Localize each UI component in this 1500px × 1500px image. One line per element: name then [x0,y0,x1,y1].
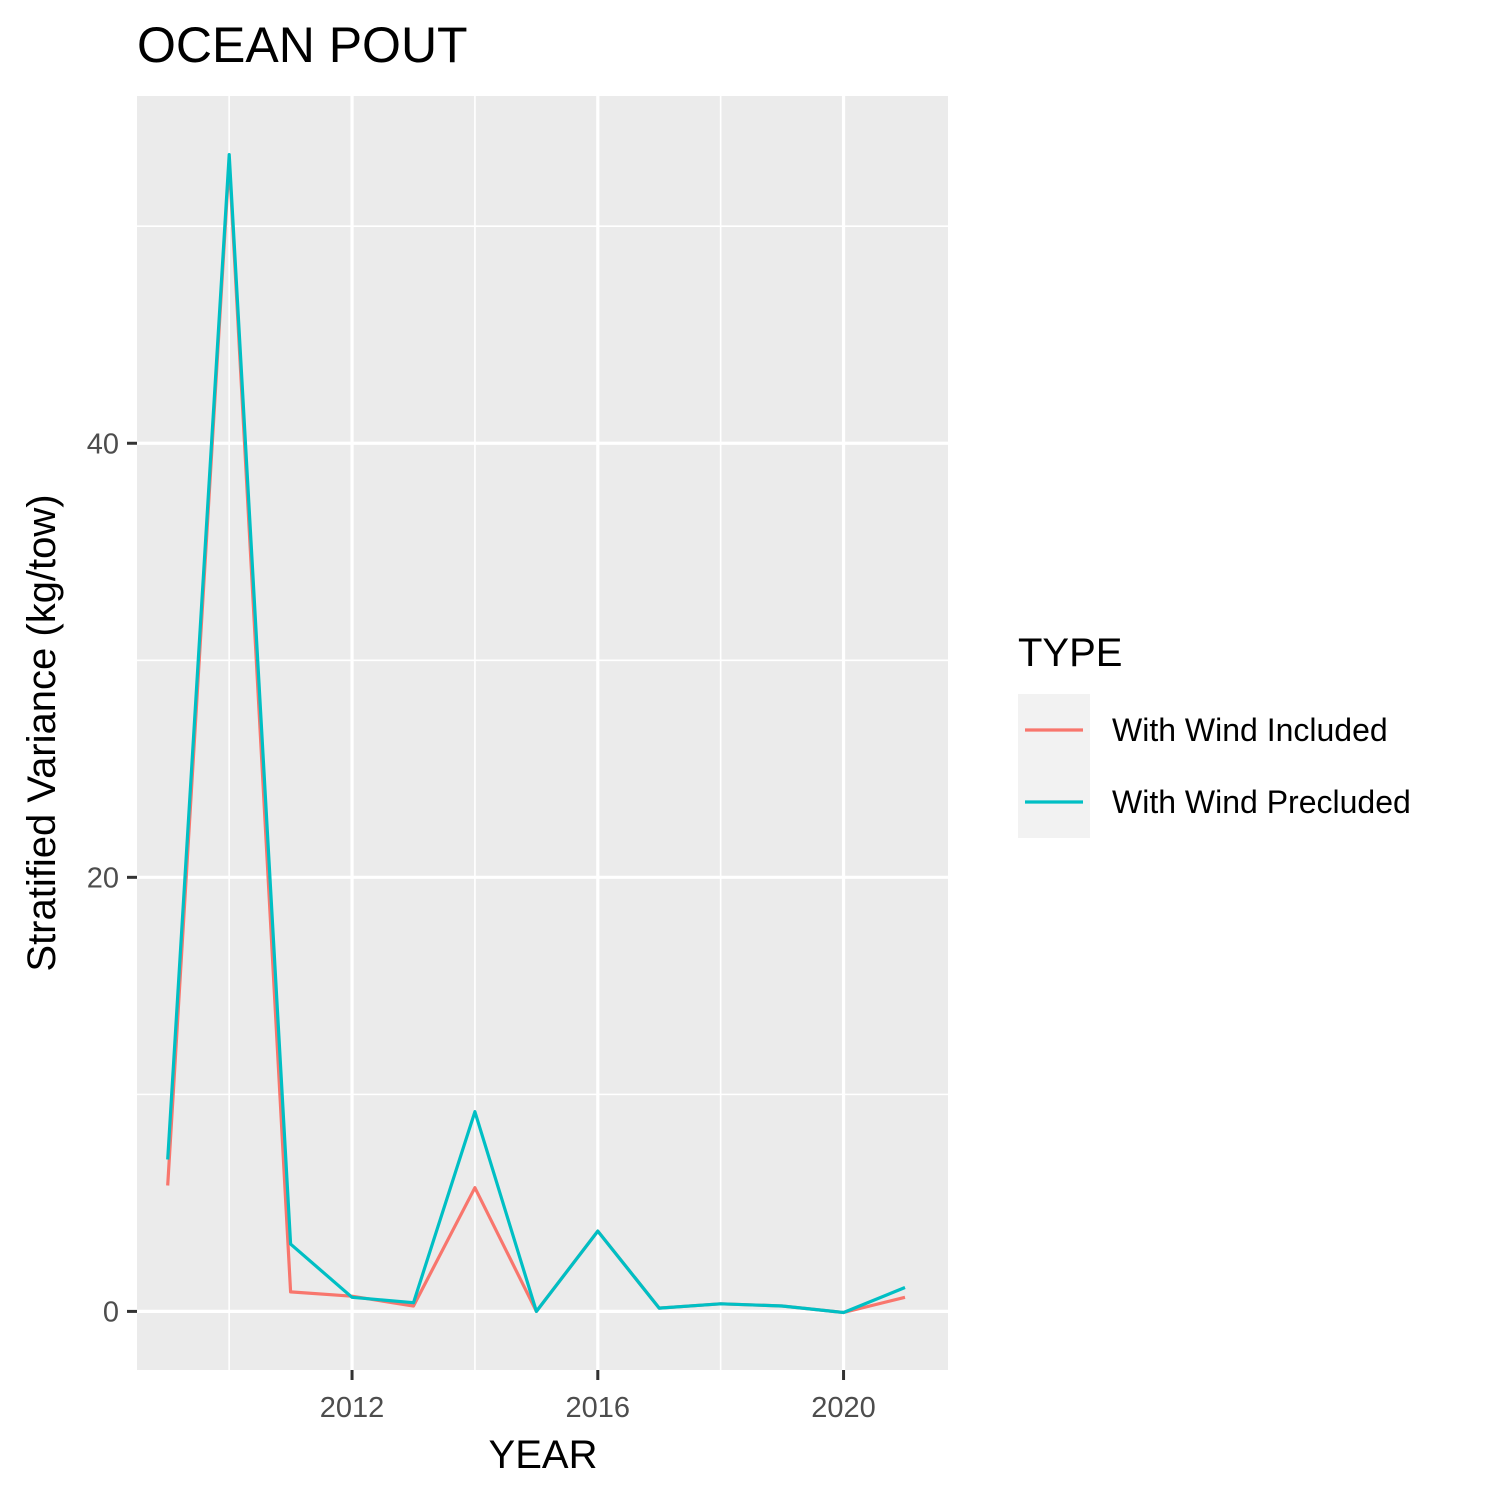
chart-title: OCEAN POUT [137,17,468,73]
series-lines [166,153,906,1315]
y-tick-label: 20 [87,862,119,894]
plot-panel [137,96,948,1370]
legend-label: With Wind Precluded [1112,784,1411,820]
axes: 0 20 40 2012 2016 2020 [87,428,876,1424]
legend: TYPE With Wind Included With Wind Preclud… [1018,631,1411,838]
legend-key-background [1018,694,1090,838]
y-tick-label: 0 [103,1296,119,1328]
x-tick-label: 2012 [320,1392,385,1424]
grid [137,96,948,1370]
y-axis-title: Stratified Variance (kg/tow) [20,494,64,971]
legend-title: TYPE [1018,631,1122,675]
legend-label: With Wind Included [1112,712,1388,748]
series-line [166,153,906,1315]
y-tick-label: 40 [87,428,119,460]
x-axis-title: YEAR [489,1433,598,1477]
x-tick-label: 2020 [811,1392,876,1424]
x-tick-label: 2016 [566,1392,631,1424]
